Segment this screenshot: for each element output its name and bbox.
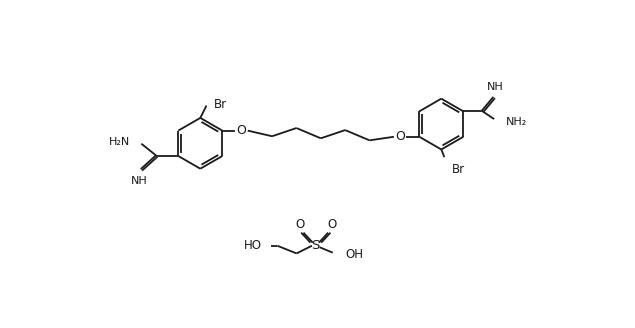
Text: HO: HO bbox=[244, 239, 262, 252]
Text: O: O bbox=[237, 124, 246, 137]
Text: Br: Br bbox=[214, 98, 227, 111]
Text: O: O bbox=[395, 130, 405, 143]
Text: NH: NH bbox=[131, 176, 147, 186]
Text: S: S bbox=[312, 239, 320, 252]
Text: NH: NH bbox=[486, 82, 504, 92]
Text: Br: Br bbox=[452, 163, 465, 176]
Text: O: O bbox=[295, 218, 304, 232]
Text: NH₂: NH₂ bbox=[505, 117, 527, 127]
Text: OH: OH bbox=[345, 249, 363, 261]
Text: O: O bbox=[328, 218, 337, 232]
Text: H₂N: H₂N bbox=[109, 137, 131, 147]
